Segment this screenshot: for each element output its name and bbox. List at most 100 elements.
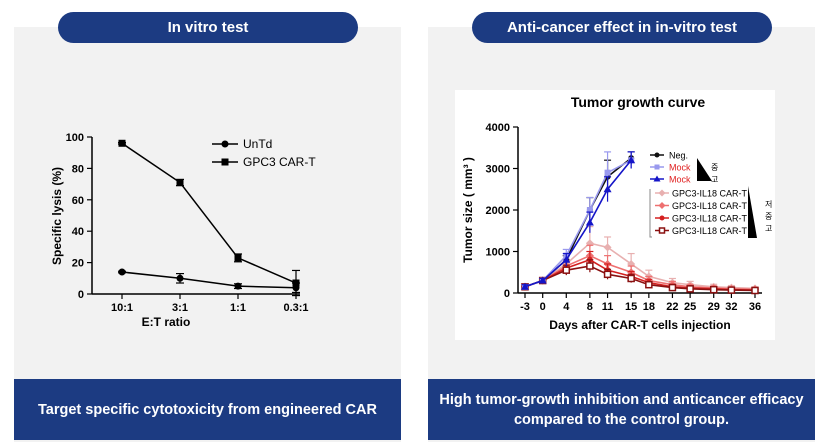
tumor-x-tick-label: 22 [666,301,678,313]
lysis-legend-marker [221,158,229,166]
lysis-legend-label: UnTd [243,137,272,151]
control-dose-label: 중 [711,163,718,172]
lysis-series-2 [118,139,300,297]
lysis-data-point [118,268,126,276]
tumor-legend-marker [654,164,660,170]
tumor-legend-marker [654,152,660,158]
tumor-legend-label: GPC3-IL18 CAR-T [672,201,748,211]
control-dose-label: 고 [711,175,718,184]
tumor-legend-bracket [649,189,652,238]
tumor-series-2 [521,151,635,290]
tumor-data-point [645,280,653,289]
lysis-data-point [176,274,184,282]
tumor-chart-background [455,90,775,340]
lysis-series-1 [118,268,300,294]
tumor-legend-label: Neg. [669,151,688,161]
left-panel [14,27,401,442]
tumor-x-tick-label: 29 [708,301,720,313]
tumor-x-tick-label: 15 [625,301,637,313]
tumor-legend-label: Mock [669,175,691,185]
tumor-series-3 [521,151,636,290]
lysis-x-tick-label: 0.3:1 [283,302,308,314]
tumor-legend-label: GPC3-IL18 CAR-T [672,214,748,224]
tumor-legend-marker [653,175,661,182]
lysis-series-line [121,271,297,289]
lysis-x-tick-label: 3:1 [172,302,188,314]
lysis-x-axis-label: E:T ratio [142,315,191,329]
tumor-series-line [524,258,756,291]
tumor-data-point [538,276,547,284]
lysis-y-tick-label: 60 [72,195,84,207]
lysis-y-tick-label: 40 [72,226,84,238]
tumor-y-tick-label: 2000 [486,205,510,217]
tumor-x-tick-label: 32 [725,301,737,313]
tumor-legend-marker [659,215,665,221]
tumor-legend-label: GPC3-IL18 CAR-T [672,189,748,199]
tumor-data-point [603,270,612,279]
tumor-y-tick-label: 4000 [486,122,510,134]
tumor-x-tick-label: 18 [643,301,655,313]
lysis-data-point [118,139,126,147]
treated-dose-wedge [748,186,757,238]
tumor-data-point [604,169,611,176]
lysis-legend-marker [221,140,229,148]
tumor-x-tick-label: 4 [563,301,570,313]
control-dose-wedge [697,158,712,181]
tumor-legend-marker [658,227,666,234]
tumor-data-point [709,285,718,294]
lysis-x-tick-label: 1:1 [230,302,246,314]
tumor-data-point [668,283,677,292]
lysis-series-line [121,142,297,284]
tumor-y-tick-label: 3000 [486,164,510,176]
tumor-x-tick-label: 25 [684,301,696,313]
tumor-data-point [585,218,594,226]
tumor-series-line [524,159,632,288]
lysis-y-tick-label: 80 [72,163,84,175]
lysis-y-axis-label: Specific lysis (%) [50,167,64,265]
treated-dose-label: 저 [765,200,772,209]
tumor-legend-marker [658,202,666,209]
treated-dose-label: 고 [765,224,772,233]
lysis-legend-label: GPC3 CAR-T [243,155,316,169]
tumor-data-point [603,243,612,252]
lysis-data-point [234,254,242,262]
tumor-data-point [562,266,571,274]
left-panel-title: In vitro test [58,12,358,43]
tumor-legend-label: Mock [669,163,691,173]
tumor-series-4 [521,226,759,293]
lysis-data-point [292,279,300,287]
tumor-data-point [627,274,635,283]
tumor-x-tick-label: 0 [540,301,546,313]
tumor-x-axis-label: Days after CAR-T cells injection [549,318,730,332]
tumor-legend-label: GPC3-IL18 CAR-T [672,226,748,236]
tumor-series-1 [521,151,635,290]
lysis-y-tick-label: 20 [72,258,84,270]
lysis-y-tick-label: 0 [78,289,84,301]
lysis-data-point [234,282,242,290]
lysis-x-tick-label: 10:1 [111,302,133,314]
left-footer: Target specific cytotoxicity from engine… [14,379,401,440]
right-panel-title: Anti-cancer effect in in-vitro test [472,12,772,43]
tumor-chart-title: Tumor growth curve [571,94,706,110]
tumor-data-point [562,255,571,263]
tumor-legend-marker [658,189,666,197]
tumor-data-point [627,156,636,164]
tumor-data-point [751,286,759,295]
tumor-data-point [603,185,612,193]
right-footer: High tumor-growth inhibition and antican… [428,379,815,440]
tumor-data-point [586,207,593,213]
tumor-y-axis-label: Tumor size ( mm³ ) [461,157,475,263]
tumor-x-tick-label: 11 [602,301,614,313]
tumor-x-tick-label: 8 [587,301,593,313]
treated-dose-label: 중 [765,212,772,221]
tumor-y-tick-label: 0 [504,288,510,300]
tumor-data-point [686,285,694,293]
lysis-y-tick-label: 100 [66,132,84,144]
tumor-data-point [727,286,736,294]
lysis-data-point [176,179,184,187]
tumor-y-tick-label: 1000 [486,247,510,259]
tumor-x-tick-label: 36 [749,301,761,313]
tumor-x-tick-label: -3 [520,301,530,313]
